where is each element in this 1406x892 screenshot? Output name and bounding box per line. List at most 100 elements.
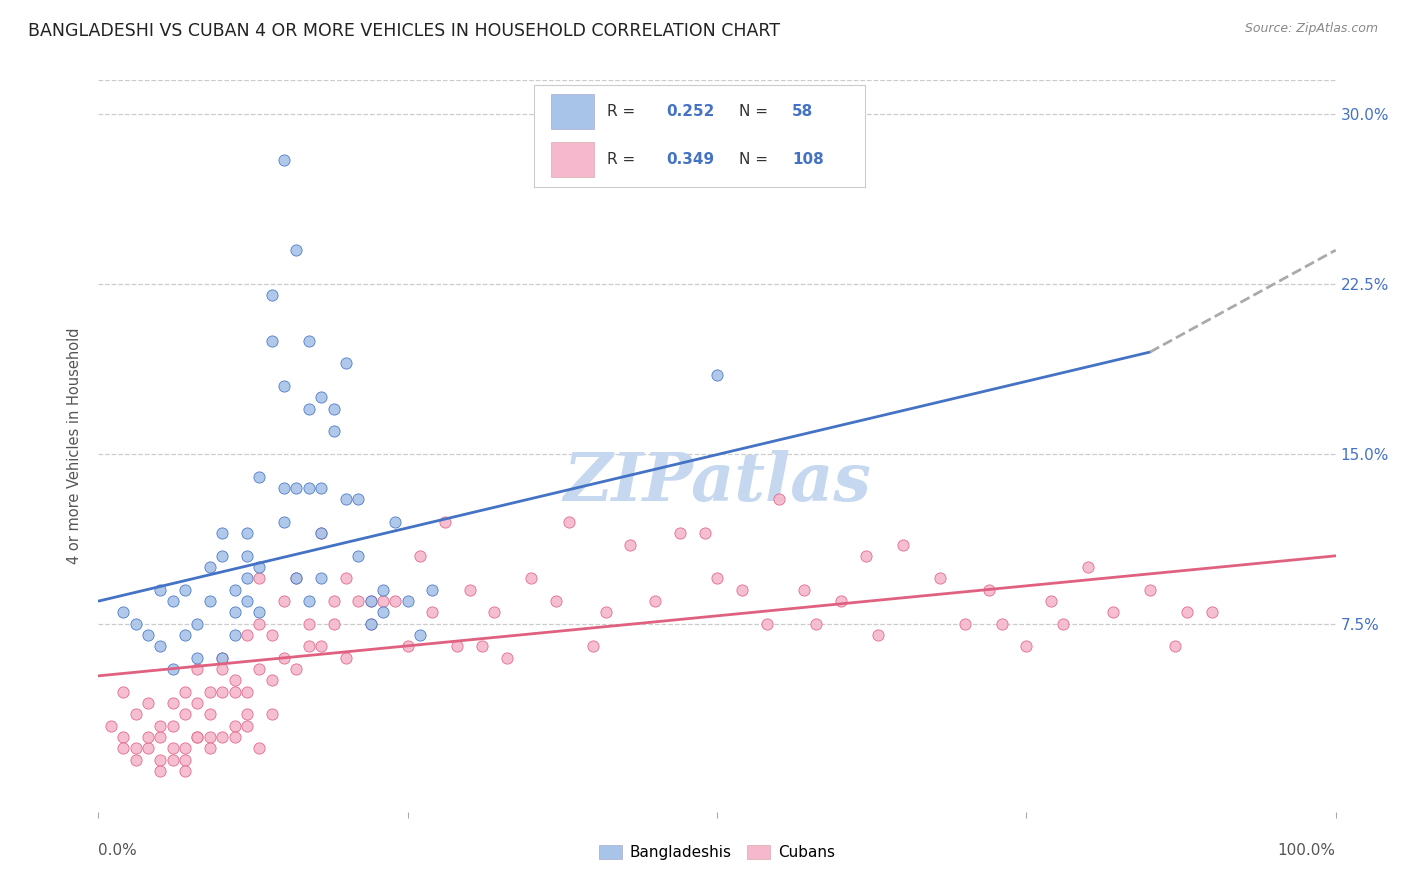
Point: [371, 582, 394, 597]
Point: [124, 707, 146, 722]
Point: [247, 616, 270, 631]
Text: N =: N =: [740, 153, 768, 167]
Point: [224, 673, 246, 688]
Point: [247, 662, 270, 676]
Text: N =: N =: [740, 103, 768, 119]
Point: [693, 526, 716, 541]
Point: [298, 481, 321, 495]
Point: [112, 741, 135, 756]
Point: [1015, 640, 1038, 654]
Point: [149, 764, 172, 778]
Point: [198, 560, 221, 574]
Point: [322, 424, 344, 438]
Point: [211, 730, 233, 744]
Point: [322, 401, 344, 416]
Point: [706, 368, 728, 382]
Point: [211, 526, 233, 541]
Point: [830, 594, 852, 608]
Point: [298, 594, 321, 608]
Point: [136, 696, 159, 710]
Point: [100, 719, 122, 733]
Point: [298, 616, 321, 631]
Point: [360, 594, 382, 608]
Point: [174, 741, 197, 756]
Point: [371, 594, 394, 608]
Point: [211, 650, 233, 665]
Point: [174, 628, 197, 642]
Point: [112, 606, 135, 620]
Point: [1102, 606, 1125, 620]
Point: [162, 696, 184, 710]
Point: [186, 730, 208, 744]
Point: [236, 572, 259, 586]
Point: [335, 356, 357, 370]
Point: [186, 662, 208, 676]
Bar: [551, 94, 593, 128]
Point: [162, 719, 184, 733]
Point: [285, 481, 308, 495]
Point: [211, 684, 233, 698]
Point: [162, 662, 184, 676]
Point: [273, 515, 295, 529]
Point: [198, 707, 221, 722]
Point: [247, 606, 270, 620]
Point: [347, 492, 370, 507]
Point: [149, 582, 172, 597]
Point: [298, 401, 321, 416]
Point: [174, 707, 197, 722]
Point: [174, 582, 197, 597]
Point: [247, 469, 270, 483]
Point: [162, 741, 184, 756]
Point: [285, 662, 308, 676]
Point: [322, 594, 344, 608]
Point: [224, 606, 246, 620]
Point: [236, 594, 259, 608]
Point: [162, 753, 184, 767]
Point: [162, 594, 184, 608]
Point: [804, 616, 827, 631]
Point: [1164, 640, 1187, 654]
Point: [136, 730, 159, 744]
Point: [236, 684, 259, 698]
Text: 58: 58: [792, 103, 813, 119]
Text: 0.0%: 0.0%: [98, 843, 138, 858]
Point: [384, 594, 406, 608]
Point: [768, 492, 790, 507]
Point: [396, 640, 419, 654]
Point: [335, 650, 357, 665]
Point: [186, 696, 208, 710]
Point: [186, 730, 208, 744]
Point: [186, 616, 208, 631]
Text: 0.349: 0.349: [666, 153, 714, 167]
Point: [595, 606, 617, 620]
Text: 100.0%: 100.0%: [1278, 843, 1336, 858]
Point: [186, 650, 208, 665]
Point: [112, 684, 135, 698]
Point: [309, 640, 332, 654]
Point: [619, 537, 641, 551]
Point: [298, 640, 321, 654]
Point: [347, 549, 370, 563]
Point: [433, 515, 456, 529]
Point: [396, 594, 419, 608]
Point: [1040, 594, 1063, 608]
Legend: Bangladeshis, Cubans: Bangladeshis, Cubans: [593, 838, 841, 866]
Point: [298, 334, 321, 348]
Point: [112, 730, 135, 744]
Point: [285, 572, 308, 586]
Bar: [551, 142, 593, 177]
Point: [224, 730, 246, 744]
Point: [335, 572, 357, 586]
Point: [285, 243, 308, 257]
Point: [335, 492, 357, 507]
Point: [309, 481, 332, 495]
Point: [149, 719, 172, 733]
Point: [309, 390, 332, 404]
Point: [211, 662, 233, 676]
Text: BANGLADESHI VS CUBAN 4 OR MORE VEHICLES IN HOUSEHOLD CORRELATION CHART: BANGLADESHI VS CUBAN 4 OR MORE VEHICLES …: [28, 22, 780, 40]
Point: [928, 572, 950, 586]
Point: [236, 549, 259, 563]
Point: [224, 684, 246, 698]
Point: [309, 526, 332, 541]
Point: [731, 582, 754, 597]
